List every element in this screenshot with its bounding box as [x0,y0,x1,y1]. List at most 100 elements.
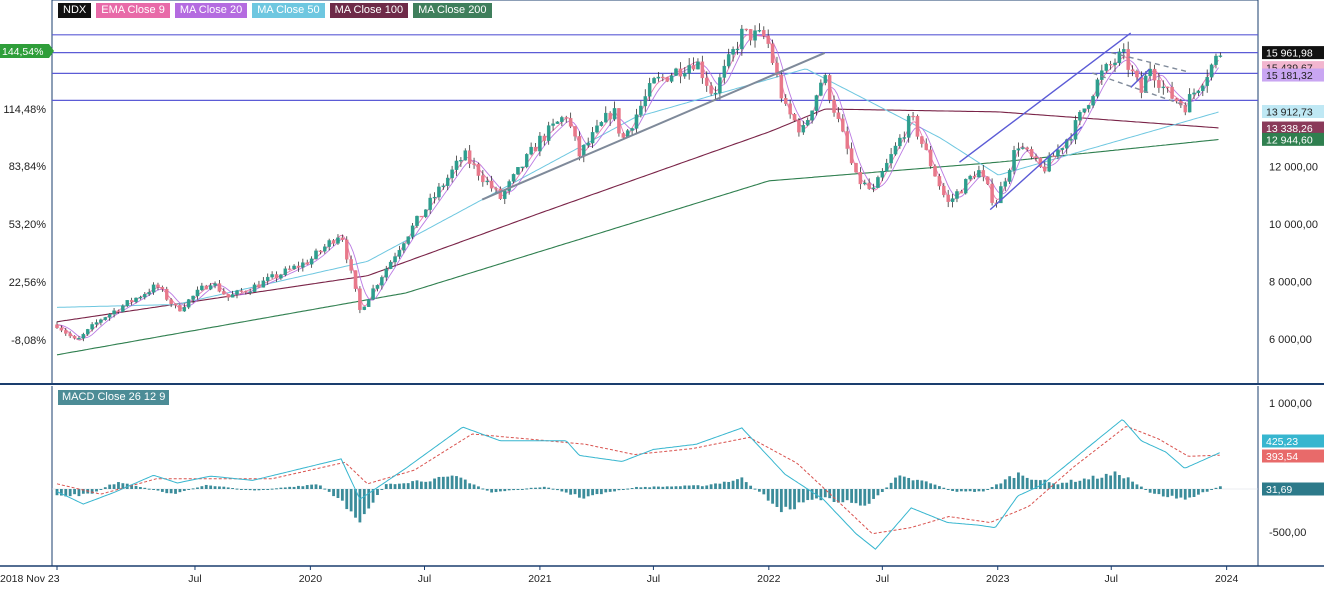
macd-histogram-bar [551,488,555,490]
candle-body [125,300,129,306]
candle-body [476,163,481,176]
trendline [1130,68,1150,88]
macd-histogram-bar [323,488,327,490]
macd-histogram-bar [1052,483,1055,489]
macd-histogram-bar [191,488,195,490]
candle-body [713,92,718,95]
candle-body [1143,75,1148,93]
macd-histogram-bar [507,489,511,491]
candle-body [1122,49,1126,52]
macd-histogram-bar [560,489,564,492]
price-tag-bg [1262,105,1324,119]
candle-body [546,125,551,141]
candle-body [678,68,683,77]
macd-histogram-bar [494,489,498,493]
candle-body [573,126,577,137]
candle-body [1192,92,1196,95]
legend-ema9[interactable]: EMA Close 9 [96,3,170,18]
macd-histogram-bar [1091,475,1095,489]
macd-histogram-bar [1135,484,1139,489]
candle-body [1183,104,1188,113]
candle-body [889,154,893,164]
candle-body [933,165,937,177]
candle-body [652,78,656,84]
candle-body [165,288,169,300]
macd-histogram-bar [455,476,458,489]
candle-body [577,136,582,157]
candles-group [55,23,1223,342]
candle-body [309,258,314,265]
candle-body [503,190,507,199]
candle-body [1060,148,1065,150]
current-pct-tag-bg [0,44,49,58]
macd-histogram-bar [437,476,441,489]
legend-ma50[interactable]: MA Close 50 [252,3,325,18]
candle-body [59,327,64,331]
macd-histogram-bar [354,489,357,518]
macd-histogram-bar [1183,489,1187,500]
candle-body [147,292,151,295]
candle-body [1029,148,1034,157]
macd-histogram-bar [384,484,388,489]
candle-body [64,330,68,334]
macd-histogram-bar [64,489,68,497]
macd-histogram-bar [714,483,717,489]
macd-histogram-bar [845,489,849,501]
macd-histogram-bar [332,489,335,497]
macd-histogram-bar [771,489,774,504]
macd-histogram-bar [665,486,669,489]
candle-body [1043,166,1047,172]
macd-histogram-bar [503,489,507,492]
candle-body [349,259,353,271]
legend-symbol[interactable]: NDX [58,3,92,18]
candle-body [72,335,77,339]
candle-body [647,83,652,97]
candle-body [1086,105,1091,109]
candle-body [340,237,345,240]
candle-body [1148,68,1152,77]
candle-body [1157,80,1161,88]
macd-histogram-bar [705,485,709,489]
macd-histogram-bar [490,489,494,493]
candle-body [955,191,959,199]
candle-body [630,128,634,131]
candle-body [762,30,766,36]
macd-histogram-bar [643,486,647,489]
candle-body [129,300,134,302]
macd-histogram-bar [758,489,761,492]
legend-ma100[interactable]: MA Close 100 [329,3,409,18]
legend-ma200[interactable]: MA Close 200 [413,3,492,18]
macd-histogram-bar [121,483,125,489]
candle-body [450,169,454,179]
candle-body [718,77,722,94]
legend-ma20[interactable]: MA Close 20 [174,3,248,18]
macd-histogram-bar [446,476,450,489]
macd-histogram-bar [411,481,414,489]
candle-body [985,176,990,185]
macd-legend[interactable]: MACD Close 26 12 9 [58,390,170,405]
ma20-line [56,34,1219,339]
candle-body [481,175,485,183]
candle-body [178,305,182,312]
candle-body [753,30,757,41]
macd-histogram-bar [213,486,217,489]
macd-histogram-bar [635,486,638,489]
candle-body [287,268,292,270]
macd-histogram-bar [626,488,630,490]
macd-histogram-bar [916,479,919,489]
macd-histogram-bar [534,487,537,489]
candle-body [524,154,529,168]
macd-histogram-bar [727,481,731,489]
price-tag-bg [1262,46,1324,60]
macd-histogram-bar [68,489,72,497]
candle-body [1218,55,1223,57]
macd-histogram-bar [1096,478,1099,489]
macd-histogram-bar [160,489,164,492]
price-tag-label: 12 944,60 [1266,134,1313,146]
macd-histogram-bar [779,489,783,513]
macd-histogram-bar [797,489,801,503]
macd-histogram-bar [200,486,204,489]
candle-body [226,294,230,298]
macd-histogram-bar [95,489,98,492]
